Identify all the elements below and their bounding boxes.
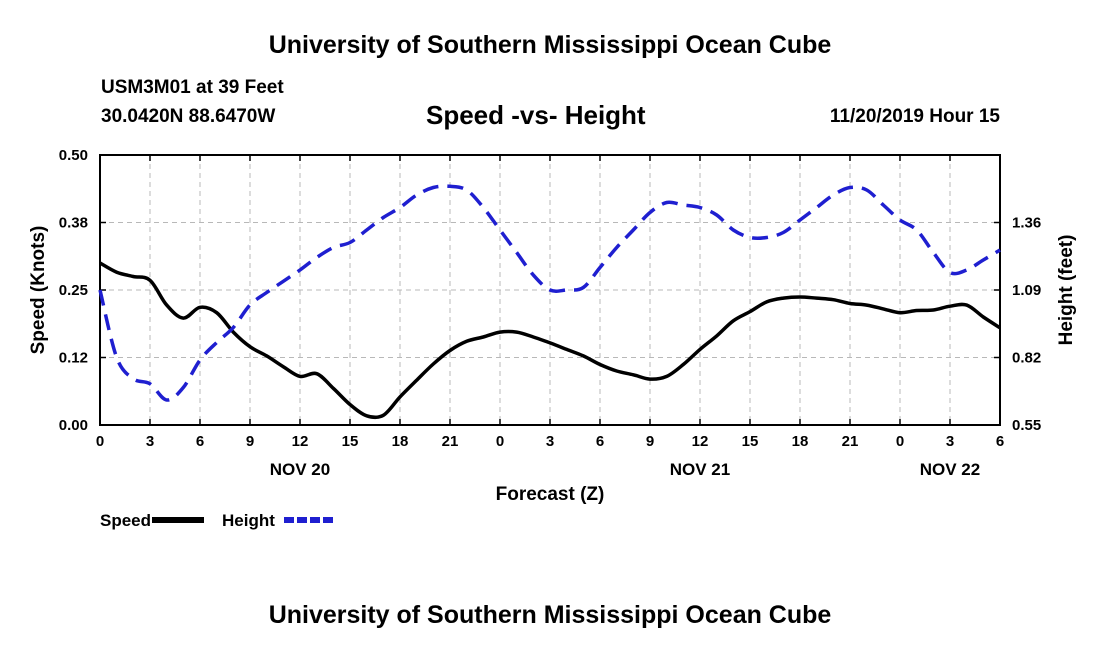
axis-ticks <box>99 154 1001 426</box>
x-tick-label: 0 <box>96 433 104 450</box>
y-left-tick-label: 0.12 <box>59 350 88 367</box>
date-label: NOV 21 <box>670 460 730 479</box>
chart-subtitle: Speed -vs- Height <box>426 100 646 130</box>
y-right-tick-label: 1.36 <box>1012 215 1041 232</box>
date-label: NOV 22 <box>920 460 980 479</box>
coordinates-label: 30.0420N 88.6470W <box>101 106 276 127</box>
legend-label-height: Height <box>222 511 275 530</box>
x-tick-label: 3 <box>546 433 554 450</box>
y-left-tick-label: 0.38 <box>59 215 88 232</box>
x-tick-label: 0 <box>496 433 504 450</box>
y-left-axis-title: Speed (Knots) <box>28 226 49 355</box>
x-tick-label: 12 <box>692 433 709 450</box>
x-tick-label: 3 <box>946 433 954 450</box>
axis-labels: 0 3 6 9 12 15 18 21 0 3 6 9 12 15 18 21 0 3 6 0.00 0.12 0.25 0… <box>28 147 1077 505</box>
x-tick-label: 9 <box>646 433 654 450</box>
series <box>98 184 1001 420</box>
y-right-tick-label: 0.82 <box>1012 350 1041 367</box>
x-tick-label: 3 <box>146 433 154 450</box>
y-right-axis-title: Height (feet) <box>1056 235 1077 346</box>
y-right-tick-label: 1.09 <box>1012 282 1041 299</box>
x-tick-label: 18 <box>792 433 809 450</box>
x-tick-label: 18 <box>392 433 409 450</box>
x-tick-label: 15 <box>742 433 759 450</box>
x-tick-label: 6 <box>196 433 204 450</box>
x-tick-label: 21 <box>442 433 459 450</box>
page-title: University of Southern Mississippi Ocean… <box>268 31 832 59</box>
y-left-tick-label: 0.50 <box>59 147 88 164</box>
speed-series-line <box>99 261 1001 420</box>
x-tick-label: 6 <box>996 433 1004 450</box>
station-label: USM3M01 at 39 Feet <box>101 77 284 98</box>
height-series-line <box>98 184 1001 402</box>
y-left-tick-label: 0.25 <box>59 282 88 299</box>
x-axis-title: Forecast (Z) <box>496 484 605 505</box>
x-tick-label: 21 <box>842 433 859 450</box>
date-label: NOV 20 <box>270 460 330 479</box>
legend: Speed Height <box>100 511 336 530</box>
x-tick-label: 15 <box>342 433 359 450</box>
footer-title: University of Southern Mississippi Ocean… <box>268 601 832 629</box>
y-left-tick-label: 0.00 <box>59 417 88 434</box>
y-right-tick-label: 0.55 <box>1012 417 1041 434</box>
x-tick-label: 6 <box>596 433 604 450</box>
legend-label-speed: Speed <box>100 511 151 530</box>
x-tick-label: 0 <box>896 433 904 450</box>
x-tick-label: 9 <box>246 433 254 450</box>
datetime-label: 11/20/2019 Hour 15 <box>829 106 1000 127</box>
x-tick-label: 12 <box>292 433 309 450</box>
